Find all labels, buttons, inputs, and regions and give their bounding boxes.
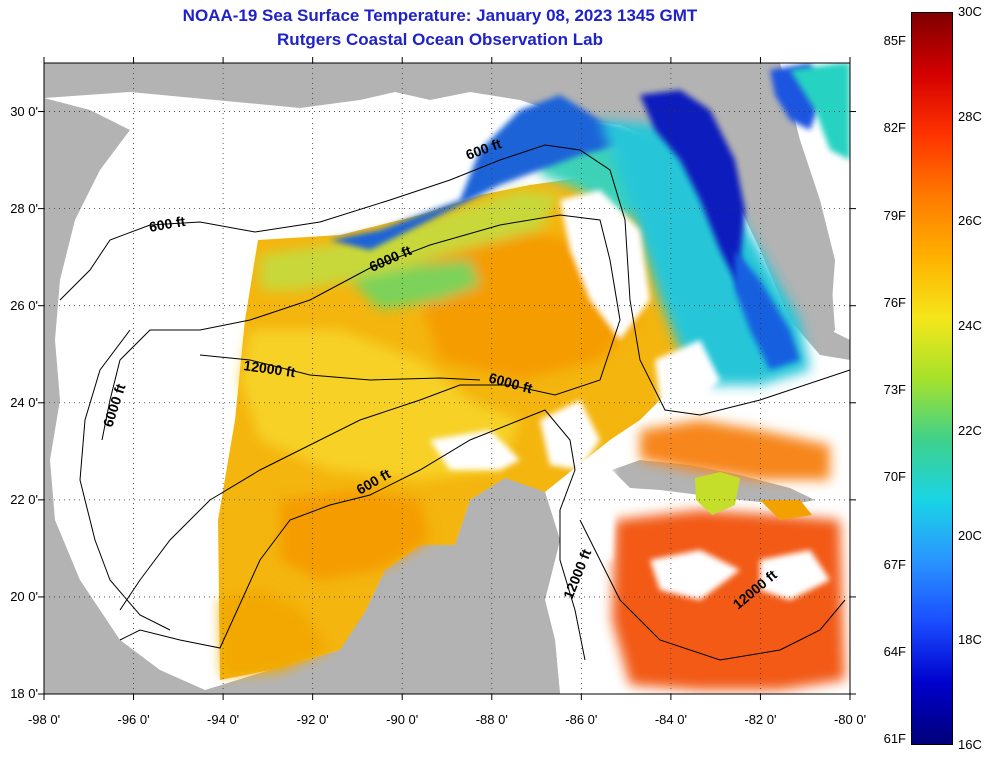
lon-tick-label: -88 0'	[475, 712, 508, 727]
lon-tick-label: -82 0'	[744, 712, 777, 727]
florida-keys-land	[790, 200, 835, 350]
lat-tick-label: 28 0'	[10, 200, 38, 216]
lon-tick-label: -86 0'	[565, 712, 598, 727]
celsius-label: 26C	[958, 213, 982, 229]
map-subtitle: Rutgers Coastal Ocean Observation Lab	[277, 30, 603, 49]
contour-600ft-south	[119, 409, 586, 661]
contour-12000ft	[199, 354, 481, 381]
lon-tick-label: -84 0'	[654, 712, 687, 727]
lat-tick-label: 24 0'	[10, 394, 38, 410]
celsius-label: 20C	[958, 527, 982, 543]
fahrenheit-label: 70F	[883, 469, 906, 485]
lon-tick-label: -92 0'	[296, 712, 329, 727]
lon-tick-label: -96 0'	[117, 712, 150, 727]
fahrenheit-label: 85F	[883, 33, 906, 49]
bathymetry-contours	[59, 144, 850, 661]
celsius-label: 18C	[958, 632, 982, 648]
fahrenheit-label: 64F	[883, 643, 906, 659]
yucatan-peninsula	[300, 478, 560, 694]
map-title: NOAA-19 Sea Surface Temperature: January…	[182, 6, 698, 25]
contour-label: 12000 ft	[243, 357, 297, 380]
lat-tick-label: 30 0'	[10, 103, 38, 119]
celsius-label: 28C	[958, 108, 982, 124]
fahrenheit-label: 79F	[883, 207, 906, 223]
lat-tick-label: 20 0'	[10, 588, 38, 604]
contour-label: 600 ft	[148, 213, 187, 235]
lat-tick-label: 18 0'	[10, 686, 38, 701]
lon-tick-label: -94 0'	[207, 712, 240, 727]
lon-tick-label: -80 0'	[833, 712, 867, 727]
fahrenheit-label: 61F	[883, 731, 906, 747]
gridlines	[44, 63, 850, 694]
celsius-label: 24C	[958, 318, 982, 334]
lat-tick-label: 26 0'	[10, 297, 38, 313]
contour-12000ft-caribbean	[579, 519, 846, 661]
contour-6000ft-west	[79, 329, 171, 631]
tick-marks	[38, 57, 856, 700]
fahrenheit-label: 82F	[883, 120, 906, 136]
celsius-label: 30C	[958, 4, 982, 19]
fahrenheit-label: 67F	[883, 556, 906, 572]
celsius-label: 16C	[958, 737, 982, 752]
lon-tick-label: -98 0'	[27, 712, 61, 727]
map-frame	[43, 62, 851, 695]
contour-6000ft	[101, 214, 621, 611]
temperature-colorbar	[911, 12, 953, 745]
fahrenheit-label: 73F	[883, 382, 906, 398]
sst-swath	[218, 63, 850, 690]
fahrenheit-label: 76F	[883, 294, 906, 310]
celsius-label: 22C	[958, 422, 982, 438]
contour-600ft-north	[59, 144, 850, 416]
lon-tick-label: -90 0'	[386, 712, 419, 727]
lat-tick-label: 22 0'	[10, 491, 38, 507]
